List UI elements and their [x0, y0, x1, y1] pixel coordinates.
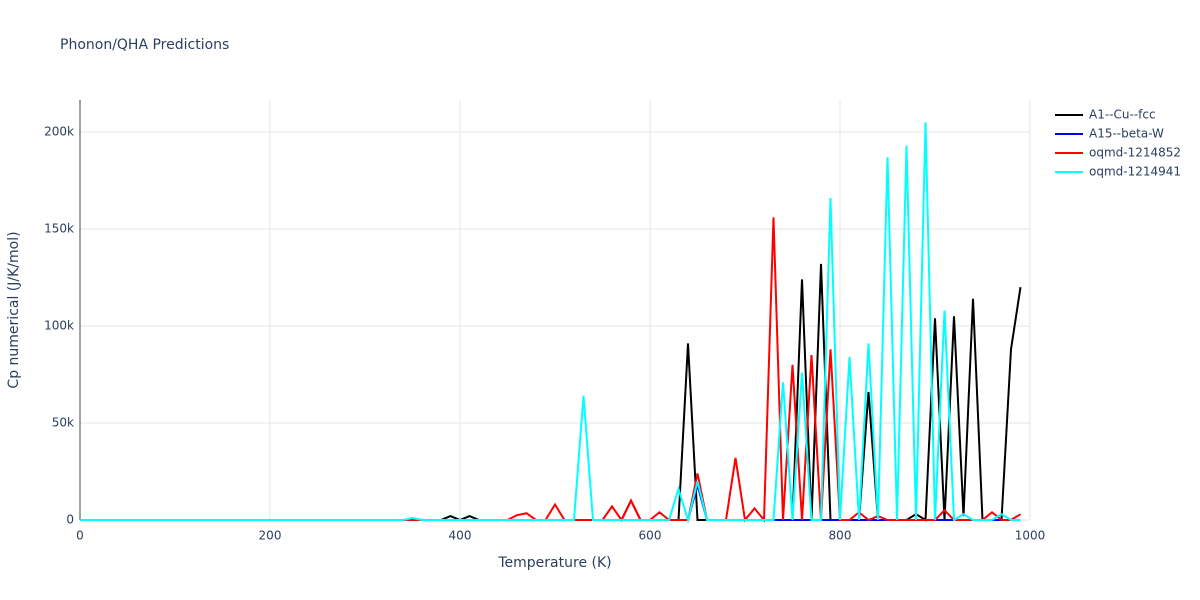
legend-label: A15--beta-W	[1089, 127, 1164, 141]
y-tick-label: 150k	[44, 222, 74, 236]
y-tick-label: 200k	[44, 125, 74, 139]
legend-label: A1--Cu--fcc	[1089, 108, 1156, 122]
x-tick-label: 200	[259, 529, 282, 543]
y-tick-label: 50k	[52, 416, 74, 430]
y-axis-title: Cp numerical (J/K/mol)	[6, 231, 22, 388]
y-tick-label: 100k	[44, 319, 74, 333]
series-line	[80, 122, 1021, 524]
legend-label: oqmd-1214852	[1089, 146, 1181, 160]
x-tick-label: 800	[829, 529, 852, 543]
x-tick-label: 600	[639, 529, 662, 543]
x-tick-label: 0	[76, 529, 84, 543]
y-tick-label: 0	[66, 513, 74, 527]
legend-label: oqmd-1214941	[1089, 165, 1181, 179]
x-tick-label: 1000	[1015, 529, 1046, 543]
x-axis-title: Temperature (K)	[497, 555, 611, 571]
x-tick-label: 400	[449, 529, 472, 543]
chart-title: Phonon/QHA Predictions	[60, 37, 229, 53]
